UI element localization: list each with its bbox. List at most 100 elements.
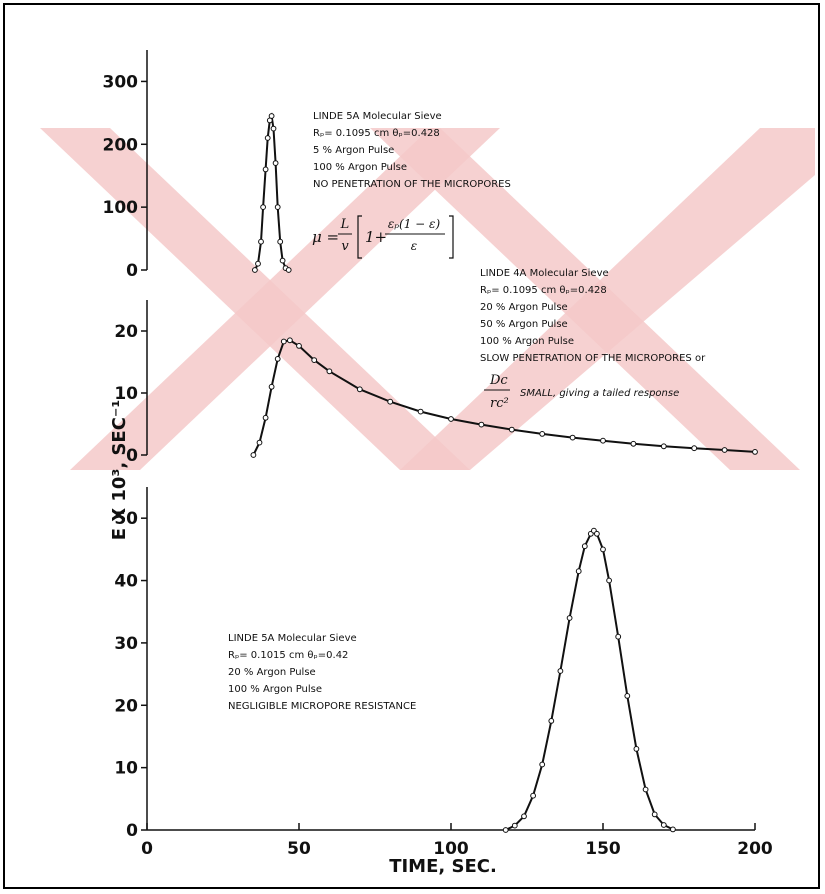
figure-frame	[3, 3, 820, 889]
x-tick-label: 50	[287, 839, 311, 859]
data-point	[691, 445, 698, 452]
data-point	[581, 543, 588, 550]
data-point	[651, 811, 658, 818]
data-point	[264, 135, 271, 141]
annotation-line: Rₚ= 0.1095 cm θₚ=0.428	[313, 128, 440, 139]
data-point	[274, 204, 281, 211]
x-tick-label: 0	[141, 839, 153, 859]
data-point	[539, 431, 546, 437]
data-point	[575, 568, 582, 575]
data-point	[511, 822, 518, 829]
data-point	[268, 113, 275, 119]
data-point	[296, 343, 302, 349]
annotation-line: 20 % Argon Pulse	[228, 667, 316, 678]
annotation-line: LINDE 4A Molecular Sieve	[480, 268, 609, 279]
annotation-line: LINDE 5A Molecular Sieve	[228, 633, 357, 644]
data-point	[260, 204, 267, 211]
x-tick-label: 200	[737, 839, 773, 859]
annotation-line: 100 % Argon Pulse	[228, 684, 322, 695]
y-tick-label: 0	[126, 821, 138, 841]
y-tick-label: 10	[114, 759, 138, 779]
x-axis-title: TIME, SEC.	[389, 856, 497, 877]
annotation-middle: LINDE 4A Molecular Sieve Rₚ= 0.1095 cm θ…	[480, 268, 706, 411]
y-tick-label: 30	[114, 634, 138, 654]
data-point	[262, 414, 269, 421]
data-point	[356, 386, 363, 393]
formula-bracket-right	[449, 215, 454, 259]
formula-inner-den: ε	[411, 239, 417, 253]
series-line	[505, 529, 674, 831]
data-point	[270, 125, 277, 132]
y-axis-title: E X 10³, SEC⁻¹	[109, 400, 130, 541]
data-point	[606, 577, 612, 584]
rc2-label: rc²	[490, 396, 509, 411]
annotation-line: SLOW PENETRATION OF THE MICROPORES or	[480, 353, 706, 364]
y-tick-label: 20	[114, 696, 138, 716]
data-point	[660, 822, 667, 828]
annotation-bottom: LINDE 5A Molecular Sieve Rₚ= 0.1015 cm θ…	[228, 633, 416, 712]
annotation-line: 100 % Argon Pulse	[313, 162, 407, 173]
data-point	[630, 440, 637, 447]
y-tick-label: 100	[103, 198, 139, 218]
chart-marks	[250, 112, 758, 833]
data-point	[387, 398, 394, 405]
annotation-line: LINDE 5A Molecular Sieve	[313, 111, 442, 122]
series-line	[252, 339, 756, 456]
data-point	[252, 267, 258, 273]
watermark-stroke	[70, 128, 500, 470]
watermark-stroke	[400, 128, 815, 470]
formula-num: L	[340, 217, 350, 232]
x-tick-label: 100	[433, 839, 469, 859]
annotation-line: 5 % Argon Pulse	[313, 145, 394, 156]
data-point	[326, 368, 333, 375]
data-point	[642, 786, 649, 793]
y-tick-label: 40	[114, 572, 138, 592]
y-tick-label: 50	[114, 509, 138, 529]
x-tick-label: 150	[585, 839, 621, 859]
data-point	[633, 746, 640, 752]
data-point	[752, 449, 758, 455]
y-tick-label: 300	[103, 72, 139, 92]
annotation-line: 100 % Argon Pulse	[480, 336, 574, 347]
data-point	[448, 416, 454, 422]
data-point	[277, 238, 284, 245]
data-point	[566, 615, 573, 621]
data-point	[311, 357, 318, 364]
data-point	[255, 260, 261, 267]
data-point	[502, 827, 509, 833]
formula-lhs: μ =	[312, 228, 339, 246]
y-tick-label: 20	[114, 322, 138, 342]
data-point	[539, 761, 546, 768]
data-point	[285, 267, 292, 273]
formula: μ = L v 1+ εₚ(1 − ε) ε	[312, 215, 454, 259]
series-line	[254, 112, 290, 271]
formula-one: 1+	[365, 228, 387, 246]
formula-bracket-left	[357, 215, 362, 259]
data-point	[557, 668, 564, 674]
data-point	[660, 443, 667, 450]
data-point	[258, 238, 264, 245]
data-point	[262, 166, 269, 173]
y-tick-label: 200	[103, 135, 139, 155]
data-point	[530, 792, 536, 799]
data-point	[274, 356, 281, 362]
data-point	[615, 633, 622, 640]
data-point	[280, 338, 287, 345]
data-point	[521, 813, 527, 820]
data-point	[287, 337, 293, 344]
dc-label: Dc	[489, 373, 508, 388]
data-point	[548, 718, 555, 724]
data-point	[594, 530, 600, 537]
data-point	[417, 408, 424, 415]
data-point	[600, 437, 606, 444]
y-tick-label: 0	[126, 261, 138, 281]
data-point	[624, 693, 631, 699]
data-point	[478, 421, 485, 428]
data-point	[256, 439, 263, 446]
annotation-line: Rₚ= 0.1095 cm θₚ=0.428	[480, 285, 607, 296]
annotation-line: 20 % Argon Pulse	[480, 302, 568, 313]
y-tick-label: 10	[114, 384, 138, 404]
y-tick-label: 0	[126, 446, 138, 466]
